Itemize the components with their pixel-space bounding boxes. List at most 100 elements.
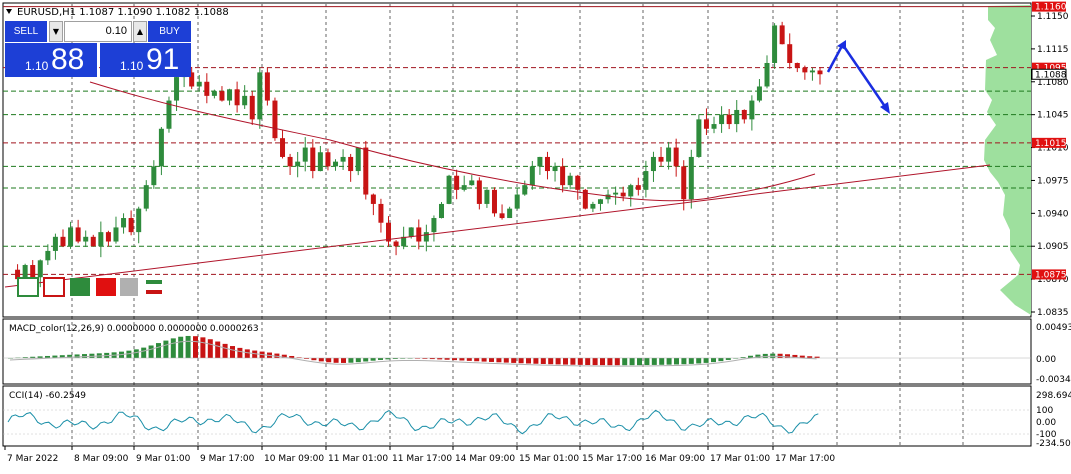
time-tick-label: 16 Mar 09:00 xyxy=(645,454,705,464)
candle-body xyxy=(219,91,225,101)
sell-button[interactable]: SELL xyxy=(5,21,47,42)
time-axis[interactable]: 7 Mar 2022 8 Mar 09:00 9 Mar 01:00 9 Mar 17… xyxy=(4,446,835,464)
candle-body xyxy=(817,70,823,75)
macd-bar xyxy=(318,358,324,362)
macd-bar xyxy=(548,358,554,365)
macd-bar xyxy=(807,356,813,358)
time-tick-label: 17 Mar 17:00 xyxy=(775,454,835,464)
macd-bar xyxy=(785,354,790,358)
lot-size-input[interactable]: 0.10 xyxy=(64,21,132,42)
lot-dropdown-icon[interactable]: ▼ xyxy=(49,21,63,42)
cci-tick-label: 0.00 xyxy=(1036,418,1056,428)
macd-bar xyxy=(526,358,531,364)
candle-body xyxy=(234,89,240,106)
macd-bar xyxy=(348,358,354,363)
time-tick-label: 11 Mar 17:00 xyxy=(392,454,452,464)
candle-body xyxy=(143,185,149,209)
candle-body xyxy=(363,147,369,195)
macd-bar xyxy=(385,358,391,360)
forecast-arrows[interactable] xyxy=(826,40,890,114)
macd-bar xyxy=(67,354,73,358)
candle-body xyxy=(242,95,248,106)
candle-body xyxy=(90,236,96,247)
macd-tick-label: 0.00 xyxy=(1036,355,1056,365)
macd-bar xyxy=(133,349,139,358)
candle-body xyxy=(121,218,127,228)
macd-bar xyxy=(163,340,169,358)
lot-spinner-icon[interactable]: ▲ xyxy=(133,21,147,42)
macd-bar xyxy=(304,358,309,359)
macd-bar xyxy=(215,341,221,358)
macd-bar xyxy=(333,358,339,363)
cci-axis: 298.6945 100 0.00 -100-234.509 xyxy=(1036,391,1071,449)
candle-body xyxy=(613,192,619,195)
macd-bar xyxy=(178,336,184,358)
candle-body xyxy=(650,156,656,172)
cci-tick-label: -100 xyxy=(1036,430,1057,440)
candle-body xyxy=(189,72,195,87)
price-tick-label: 1.1010 xyxy=(1037,144,1069,154)
candle-body xyxy=(461,185,467,190)
macd-bar xyxy=(52,355,58,358)
macd-bar xyxy=(563,358,568,365)
macd-bar xyxy=(585,358,591,365)
vertical-grid xyxy=(71,4,964,446)
candle-body xyxy=(590,203,596,209)
candle-body xyxy=(98,232,104,247)
candle-body xyxy=(423,232,429,242)
macd-bar xyxy=(622,358,628,366)
macd-bar xyxy=(370,358,376,361)
macd-bar xyxy=(777,353,783,358)
candle-body xyxy=(711,124,717,129)
macd-bar xyxy=(193,336,198,358)
trend-line[interactable] xyxy=(4,164,991,288)
candle-body xyxy=(499,213,505,219)
candle-body xyxy=(560,166,566,186)
macd-bar xyxy=(629,358,635,366)
candle-body xyxy=(370,194,376,204)
macd-bar xyxy=(466,358,472,361)
price-level-tag-label: 1.1088 xyxy=(1035,70,1067,80)
time-tick-label: 17 Mar 01:00 xyxy=(710,454,770,464)
macd-bar xyxy=(22,357,28,358)
candle-body xyxy=(681,166,687,200)
candle-body xyxy=(666,147,672,162)
time-tick-label: 9 Mar 01:00 xyxy=(136,454,191,464)
price-level-tag-label: 1.1160 xyxy=(1035,3,1067,13)
ask-price-button[interactable]: 1.10 91 xyxy=(100,43,191,77)
macd-bar xyxy=(415,358,420,359)
macd-bar xyxy=(637,358,642,366)
price-level-tag xyxy=(1032,137,1066,148)
cci-tick-label: 100 xyxy=(1036,406,1053,416)
candle-body xyxy=(507,208,513,219)
candle-body xyxy=(15,269,21,280)
candle-body xyxy=(83,236,89,242)
buy-button[interactable]: BUY xyxy=(148,21,191,42)
price-level-tag-label: 1.0875 xyxy=(1035,270,1067,280)
price-tick-label: 1.0940 xyxy=(1037,209,1069,219)
macd-bar xyxy=(444,358,450,360)
macd-bar xyxy=(74,354,80,358)
price-level-tag-label: 1.1015 xyxy=(1035,139,1067,149)
object-template-icons[interactable] xyxy=(17,277,162,297)
candle-body xyxy=(280,138,286,157)
macd-bar xyxy=(363,358,369,362)
macd-bar xyxy=(799,355,805,358)
price-axis[interactable]: 1.1150 1.1115 1.1080 1.1045 1.1010 1.0975 1.09… xyxy=(1031,12,1069,318)
bid-price-button[interactable]: 1.10 88 xyxy=(5,43,97,77)
time-tick-label: 8 Mar 09:00 xyxy=(74,454,129,464)
macd-bar xyxy=(555,358,561,365)
chart-menu-icon[interactable] xyxy=(6,9,12,14)
macd-signal-line xyxy=(9,340,817,367)
candle-body xyxy=(317,152,323,172)
cci-tick-label: 298.6945 xyxy=(1036,391,1071,401)
candle-body xyxy=(529,166,535,186)
candle-body xyxy=(772,25,778,63)
macd-bar xyxy=(392,358,398,359)
candle-body xyxy=(514,194,520,209)
macd-bar xyxy=(644,358,650,366)
macd-bar xyxy=(326,358,332,363)
moving-average-line xyxy=(89,81,816,202)
